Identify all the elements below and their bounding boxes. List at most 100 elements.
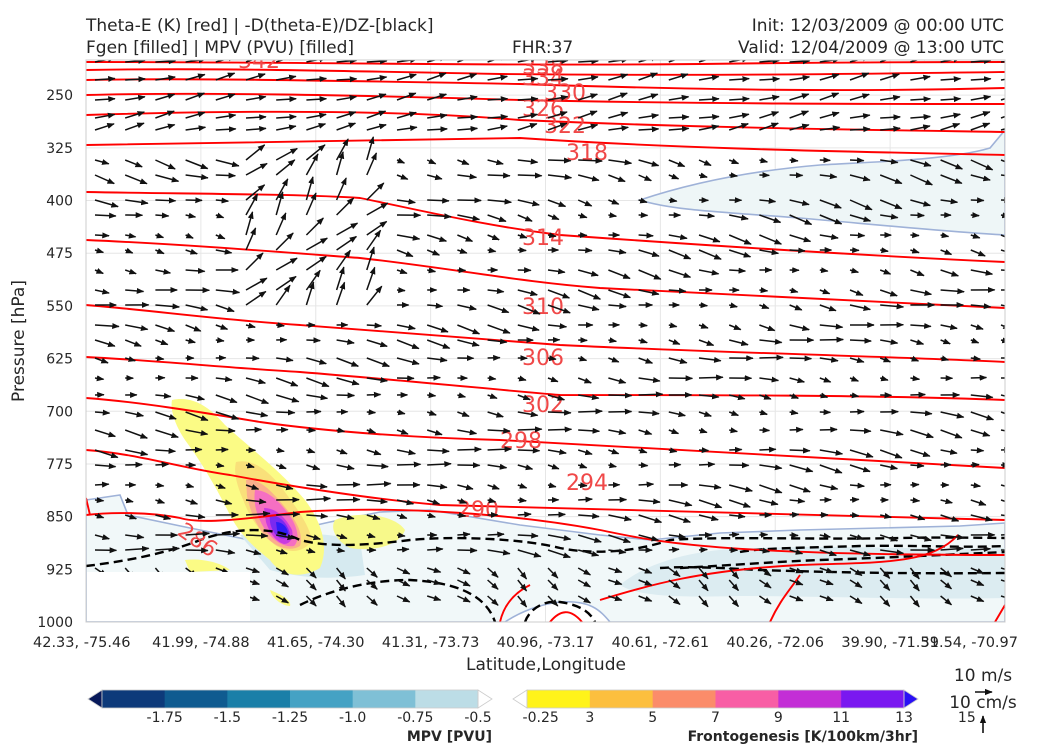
wind-vector: [728, 249, 752, 258]
wind-vector: [124, 339, 142, 347]
wind-vector: [879, 567, 891, 579]
wind-vector: [517, 375, 527, 382]
wind-vector: [849, 174, 871, 182]
wind-vector: [517, 304, 541, 315]
wind-vector: [366, 498, 388, 505]
wind-vector: [638, 126, 660, 133]
wind-vector: [789, 548, 804, 555]
wind-vector: [366, 229, 382, 251]
wind-vector: [970, 355, 981, 362]
wind-vector: [487, 124, 508, 131]
wind-vector: [638, 579, 653, 586]
wind-vector: [427, 113, 448, 119]
wind-vector: [759, 157, 769, 164]
wind-vector: [487, 114, 509, 121]
wind-vector: [366, 409, 377, 416]
wind-vector: [819, 125, 841, 132]
wind-vector: [215, 248, 233, 255]
wind-vector: [940, 579, 953, 590]
wind-vector: [880, 513, 892, 519]
wind-vector: [638, 481, 655, 488]
wind-vector: [970, 393, 994, 400]
wind-vector: [789, 199, 810, 206]
wind-vector: [305, 281, 315, 306]
wind-vector: [578, 269, 599, 277]
wind-vector: [1000, 411, 1005, 415]
wind-vector: [789, 409, 799, 416]
wind-vector: [306, 394, 329, 401]
contour-label-326: 326: [522, 97, 564, 122]
y-tick-label: 550: [46, 299, 73, 315]
wind-vector: [879, 356, 892, 363]
wind-vector: [305, 269, 321, 291]
wind-vector: [638, 462, 649, 469]
wind-vector: [185, 92, 206, 101]
wind-vector: [275, 595, 290, 604]
wind-vector: [668, 94, 690, 101]
wind-vector: [638, 289, 660, 296]
wind-vector: [275, 567, 290, 576]
wind-vector: [517, 447, 541, 454]
wind-vector: [789, 511, 800, 518]
wind-vector: [698, 546, 708, 553]
wind-vector: [608, 448, 620, 455]
wind-vector: [427, 126, 448, 133]
wind-vector: [880, 114, 901, 121]
wind-vector: [306, 547, 316, 554]
wind-vector: [759, 111, 780, 119]
wind-vector: [366, 93, 387, 101]
wind-vector: [517, 214, 533, 222]
title-line-1: Theta-E (K) [red] | -D(theta-E)/DZ-[blac…: [85, 16, 434, 36]
wind-vector: [124, 429, 148, 439]
wind-vector: [366, 75, 388, 81]
wind-vector: [185, 394, 206, 401]
wind-vector: [185, 267, 206, 274]
wind-vector: [336, 94, 358, 101]
wind-vector: [215, 93, 236, 101]
stability-contour-4: [299, 578, 497, 622]
wind-vector: [789, 247, 806, 254]
wind-vector: [517, 511, 532, 518]
wind-vector: [638, 377, 661, 384]
wind-vector: [910, 355, 920, 362]
wind-vector: [487, 172, 511, 179]
wind-vector: [305, 153, 319, 176]
wind-vector: [366, 579, 378, 590]
wind-vector: [547, 214, 560, 221]
wind-vector: [185, 547, 209, 554]
wind-vector: [547, 60, 569, 64]
colorbar-tick-label: -1.0: [339, 710, 366, 726]
wind-vector: [155, 497, 166, 504]
wind-vector: [728, 579, 739, 592]
wind-vector: [457, 324, 481, 335]
colorbar-segment: [527, 690, 591, 708]
wind-vector: [608, 595, 623, 602]
wind-vector: [608, 73, 629, 81]
wind-vector: [849, 512, 860, 519]
wind-vector: [306, 377, 330, 388]
wind-vector: [849, 375, 860, 382]
wind-vector: [366, 246, 375, 271]
wind-vector: [698, 323, 709, 329]
wind-vector: [638, 410, 660, 417]
wind-vector: [698, 579, 709, 592]
wind-vector: [185, 73, 206, 81]
wind-vector: [970, 595, 985, 603]
wind-vector: [185, 482, 195, 489]
wind-vector: [577, 377, 592, 384]
wind-vector: [638, 357, 654, 364]
wind-vector: [668, 60, 689, 63]
wind-vector: [517, 96, 539, 103]
wind-vector: [185, 337, 196, 344]
wind-vector: [578, 123, 599, 131]
wind-vector: [729, 513, 746, 520]
wind-vector: [849, 408, 865, 415]
wind-vector: [94, 512, 105, 519]
wind-vector: [366, 463, 389, 470]
y-tick-label: 250: [46, 88, 73, 104]
wind-vector: [789, 287, 799, 294]
wind-vector: [94, 375, 105, 382]
contour-label-314: 314: [522, 226, 564, 251]
wind-vector: [457, 94, 478, 101]
fgen-colorbar-label: Frontogenesis [K/100km/3hr]: [688, 729, 918, 745]
